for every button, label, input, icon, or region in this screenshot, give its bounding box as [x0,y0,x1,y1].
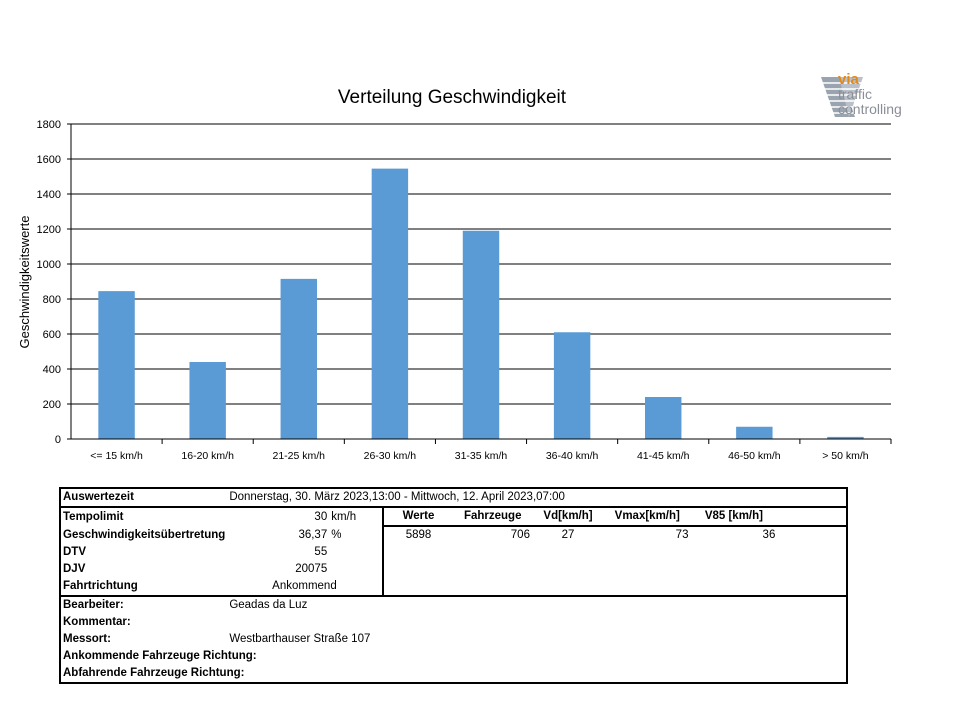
x-tick-label: 36-40 km/h [546,450,599,462]
x-tick-label: 21-25 km/h [273,450,326,462]
bearbeiter-value: Geadas da Luz [227,596,848,614]
messort-value: Westbarthauser Straße 107 [227,631,848,648]
auswertezeit-label: Auswertezeit [58,487,228,508]
x-tick-label: 26-30 km/h [364,450,417,462]
y-tick-label: 0 [55,434,61,446]
tempolimit-value: 30 [314,510,328,523]
y-axis-label: Geschwindigkeitswerte [17,216,32,349]
bar [462,230,500,439]
chart-title: Verteilung Geschwindigkeit [338,87,567,108]
header-vmax: Vmax[km/h] [604,507,691,527]
header-spacer [777,507,848,527]
bar [827,436,864,439]
value-werte: 5898 [405,529,432,541]
y-tick-label: 1800 [37,119,61,131]
y-tick-label: 1000 [37,259,61,271]
kommentar-value [227,614,848,631]
value-fahrzeuge: 706 [510,529,530,541]
tempolimit-label: Tempolimit [58,507,228,526]
ankommende-label: Ankommende Fahrzeuge Richtung: [59,648,848,665]
bar [736,426,773,439]
djv-spacer [329,561,384,578]
value-vd: 27 [561,529,575,541]
logo-traffic: traffic [838,86,872,102]
y-tick-label: 600 [43,329,61,341]
y-tick-label: 1600 [37,154,61,166]
logo-via: via [838,71,859,88]
y-tick-label: 200 [43,399,61,411]
x-tick-label: 16-20 km/h [181,450,234,462]
auswertezeit-value: Donnerstag, 30. März 2023,13:00 - Mittwo… [227,487,848,508]
y-tick-labels: 0 200 400 600 800 1000 1200 1400 1600 1800 [37,119,61,446]
header-fahrzeuge: Fahrzeuge [453,507,532,527]
logo-controlling: controlling [838,101,902,117]
header-v85: V85 [km/h] [690,507,778,527]
empty-cell [382,544,849,561]
messort-label: Messort: [58,631,228,648]
y-tick-label: 1200 [37,224,61,236]
y-tick-label: 800 [43,294,61,306]
x-tick-label: 46-50 km/h [728,450,781,462]
logo-text: via traffic controlling [838,72,902,117]
djv-label: DJV [58,561,228,578]
dtv-value: 55 [314,546,328,558]
empty-cell [382,561,849,578]
value-v85: 36 [762,529,776,541]
x-tick-label: > 50 km/h [822,450,869,462]
kommentar-label: Kommentar: [58,614,228,631]
value-vmax: 73 [675,529,689,541]
header-vd: Vd[km/h] [531,507,605,527]
fahrtrichtung-value: Ankommend [227,578,384,597]
bar [98,291,135,439]
header-werte: Werte [382,507,454,527]
bar [189,362,226,439]
uebertretung-label: Geschwindigkeitsübertretung [58,526,228,544]
tempolimit-unit: km/h [329,507,384,526]
bars [98,168,864,439]
measurement-info-table: Auswertezeit Donnerstag, 30. März 2023,1… [58,487,849,684]
bar [645,397,682,439]
x-tick-label: <= 15 km/h [90,450,143,462]
uebertretung-value: 36,37 [298,528,328,541]
djv-value: 20075 [295,563,328,575]
x-tick-label: 41-45 km/h [637,450,690,462]
bar [280,278,317,439]
x-tick-labels: <= 15 km/h 16-20 km/h 21-25 km/h 26-30 km/h… [90,439,892,462]
empty-cell [382,578,849,597]
dtv-spacer [329,544,384,561]
value-spacer [777,526,848,544]
dtv-label: DTV [58,544,228,561]
uebertretung-unit: % [329,526,384,544]
via-traffic-controlling-logo [819,77,869,117]
bar [371,168,409,439]
abfahrende-label: Abfahrende Fahrzeuge Richtung: [59,665,848,684]
y-tick-label: 400 [43,364,61,376]
speed-distribution-chart: Verteilung Geschwindigkeit Geschwindigke… [17,87,892,462]
bar [553,332,591,439]
fahrtrichtung-label: Fahrtrichtung [58,578,228,597]
bearbeiter-label: Bearbeiter: [58,596,228,614]
x-tick-label: 31-35 km/h [455,450,508,462]
y-tick-label: 1400 [37,189,61,201]
